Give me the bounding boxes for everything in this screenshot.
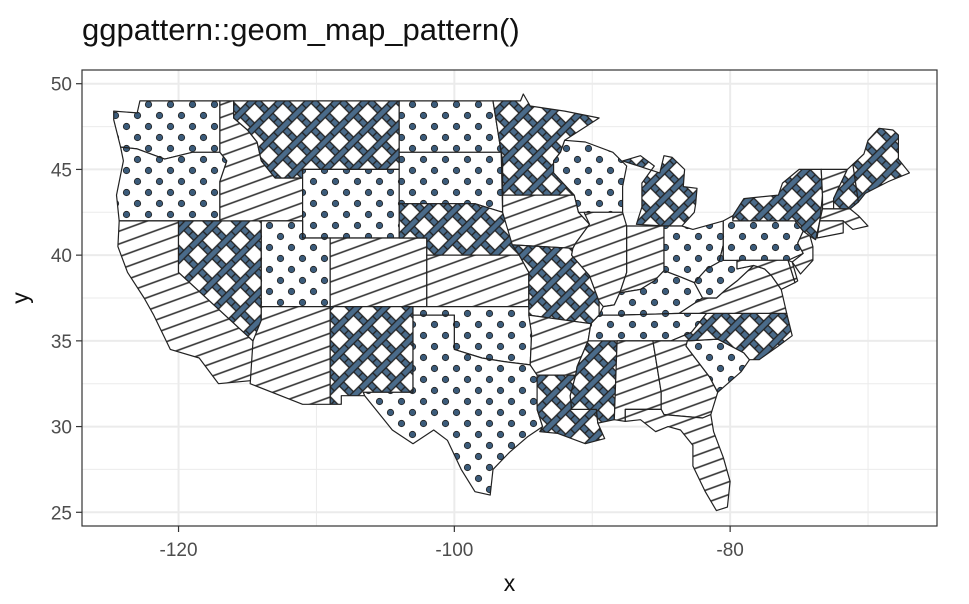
y-tick-label: 40 [51,246,72,267]
states-layer [113,93,910,512]
y-axis-title: y [7,292,33,304]
y-tick-label: 35 [51,332,72,353]
state-michigan [622,155,698,227]
state-maine [852,127,910,203]
y-tick-label: 30 [51,418,72,439]
x-axis: -120 -100 -80 [160,526,744,561]
state-new-mexico [329,306,414,405]
x-tick-label: -80 [716,540,743,561]
state-north-carolina [670,312,793,361]
state-oregon [115,146,228,222]
state-new-jersey [791,230,814,275]
state-wyoming [302,168,400,239]
y-axis: 25 30 35 40 45 50 [51,75,82,524]
x-tick-label: -120 [160,540,198,561]
state-kansas [426,254,530,308]
state-pennsylvania [722,215,804,261]
y-tick-label: 45 [51,160,72,181]
panel-border [81,69,938,527]
state-connecticut [816,220,844,239]
y-tick-label: 25 [51,503,72,524]
state-north-dakota [398,100,502,153]
state-texas [362,314,544,496]
state-delaware [787,259,799,284]
y-tick-label: 50 [51,75,72,96]
x-axis-title: x [504,570,516,596]
chart-title: ggpattern::geom_map_pattern() [82,12,520,47]
x-tick-label: -100 [435,540,473,561]
state-florida [624,408,731,512]
state-colorado [329,237,428,308]
state-new-york [732,168,824,241]
